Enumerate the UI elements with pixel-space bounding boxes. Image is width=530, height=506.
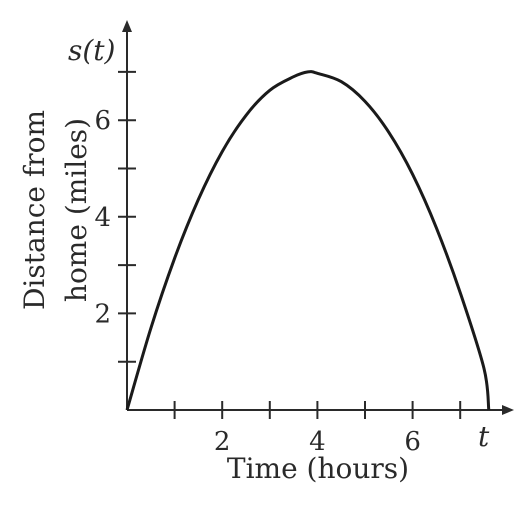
y-tick-label: 2 [94,299,111,329]
x-tick-label: 2 [214,427,231,457]
y-axis-title-line-1: Distance from [18,110,51,310]
y-tick-label: 6 [94,106,111,136]
x-axis-arrowhead [502,405,514,415]
y-tick-labels: 2 4 6 [94,106,111,329]
y-axis-name: s(t) [68,34,115,67]
x-ticks [173,401,462,419]
y-axis-arrowhead [122,20,132,32]
y-tick-label: 4 [94,203,111,233]
x-tick-label: 4 [309,427,326,457]
x-tick-label: 6 [404,427,421,457]
y-axis-title-line-2: home (miles) [60,118,93,302]
x-axis-title: Time (hours) [227,452,409,485]
x-axis-name: t [478,420,490,453]
axes [122,20,514,415]
distance-curve [125,70,491,411]
x-tick-labels: 2 4 6 [214,427,421,457]
y-axis-title: Distance from home (miles) [18,110,93,310]
y-ticks [118,70,136,363]
